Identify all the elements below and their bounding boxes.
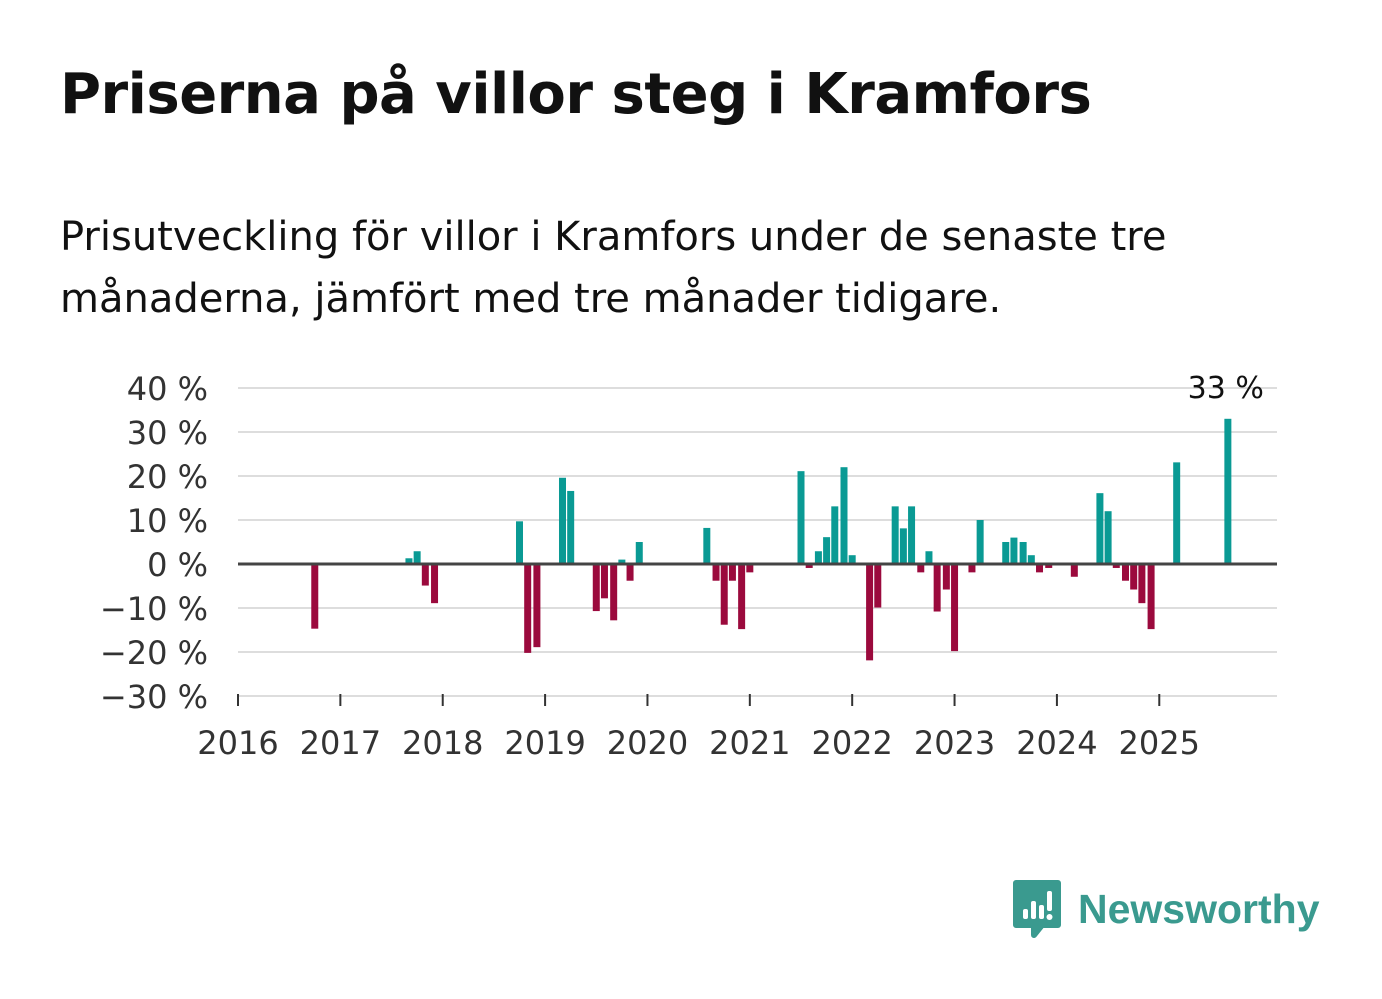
bar xyxy=(917,564,925,573)
bar xyxy=(592,564,600,612)
bar xyxy=(703,527,711,564)
bar xyxy=(831,506,839,564)
bar xyxy=(421,564,429,586)
y-tick-label: −10 % xyxy=(100,590,208,628)
bar xyxy=(720,564,728,625)
bar xyxy=(840,467,848,564)
x-tick-label: 2020 xyxy=(607,724,688,762)
bar xyxy=(413,551,421,564)
bar xyxy=(951,564,959,652)
bar xyxy=(610,564,618,621)
bar xyxy=(866,564,874,661)
bar xyxy=(933,564,941,612)
x-tick-label: 2021 xyxy=(709,724,790,762)
chart-subtitle: Prisutveckling för villor i Kramfors und… xyxy=(60,214,1167,322)
bar xyxy=(1173,462,1181,564)
bar xyxy=(1010,537,1018,564)
bar xyxy=(823,537,831,564)
x-tick-label: 2023 xyxy=(914,724,995,762)
bar xyxy=(524,564,532,653)
x-tick-label: 2024 xyxy=(1016,724,1097,762)
bar xyxy=(908,506,916,564)
bar xyxy=(805,564,813,568)
bar xyxy=(899,528,907,564)
y-tick-label: 20 % xyxy=(127,458,208,496)
y-tick-label: 10 % xyxy=(127,502,208,540)
x-tick-label: 2016 xyxy=(197,724,278,762)
bar xyxy=(431,564,439,604)
bar xyxy=(814,551,822,564)
bar xyxy=(942,564,950,590)
bar xyxy=(635,542,643,564)
y-tick-label: −20 % xyxy=(100,634,208,672)
bar xyxy=(516,521,524,564)
last-value-annotation: 33 % xyxy=(1188,371,1264,406)
y-tick-label: −30 % xyxy=(100,678,208,716)
brand-logo: Newsworthy xyxy=(1012,878,1320,940)
bar xyxy=(1224,418,1232,564)
x-tick-label: 2019 xyxy=(504,724,585,762)
bar xyxy=(1096,493,1104,564)
bar xyxy=(567,490,575,564)
bar xyxy=(728,564,736,581)
x-axis: 2016 2017 2018 2019 2020 2021 2022 2023 2024 2025 xyxy=(197,694,1277,762)
y-tick-label: 30 % xyxy=(127,414,208,452)
bar xyxy=(1112,564,1120,568)
bar xyxy=(1045,564,1053,568)
bar xyxy=(618,559,626,564)
bar xyxy=(533,564,541,648)
bar xyxy=(1122,564,1130,581)
x-tick-label: 2025 xyxy=(1119,724,1200,762)
bar xyxy=(311,564,319,629)
bar xyxy=(1138,564,1146,604)
bar xyxy=(712,564,720,581)
bar xyxy=(891,506,899,564)
chart-title: Priserna på villor steg i Kramfors xyxy=(60,62,1092,127)
bar xyxy=(976,520,984,564)
bar xyxy=(797,471,805,564)
bar xyxy=(1002,542,1010,564)
y-tick-label: 0 % xyxy=(147,546,208,584)
bar xyxy=(874,564,882,608)
x-tick-label: 2018 xyxy=(402,724,483,762)
x-tick-label: 2017 xyxy=(300,724,381,762)
bar xyxy=(626,564,634,581)
bar xyxy=(405,558,413,564)
bar xyxy=(738,564,746,630)
bar xyxy=(968,564,976,573)
brand-name: Newsworthy xyxy=(1078,885,1320,932)
bar xyxy=(1027,555,1035,564)
bar xyxy=(600,564,608,599)
y-tick-label: 40 % xyxy=(127,370,208,408)
newsworthy-logo-icon xyxy=(1013,880,1061,938)
bar xyxy=(1070,564,1078,577)
bar xyxy=(1036,564,1044,573)
bar xyxy=(925,551,933,564)
gridlines xyxy=(238,387,1277,697)
y-axis-ticks: −30 % −20 % −10 % 0 % 10 % 20 % 30 % 40 % xyxy=(100,370,208,716)
bar xyxy=(1147,564,1155,630)
bar xyxy=(1130,564,1138,590)
x-tick-label: 2022 xyxy=(811,724,892,762)
bar xyxy=(1104,511,1112,564)
bars xyxy=(311,418,1232,661)
bar xyxy=(558,477,566,564)
bar xyxy=(1019,542,1027,564)
bar xyxy=(746,564,754,573)
bar xyxy=(848,555,856,564)
